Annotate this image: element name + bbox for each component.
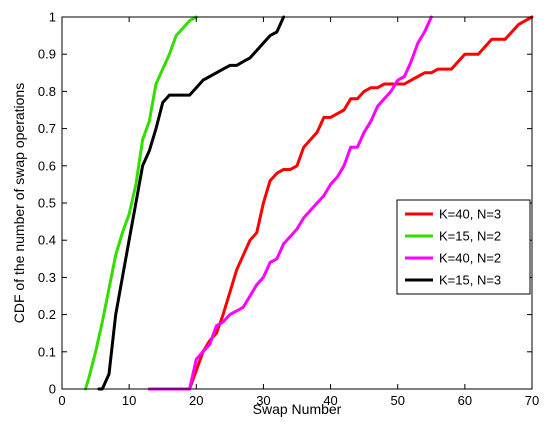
y-tick-label: 0.2 (38, 307, 56, 322)
legend-label: K=40, N=3 (439, 207, 501, 222)
x-tick-label: 50 (390, 393, 404, 408)
x-tick-label: 20 (189, 393, 203, 408)
x-tick-label: 60 (458, 393, 472, 408)
y-tick-label: 0.5 (38, 196, 56, 211)
series-line-2 (84, 15, 198, 391)
x-tick-label: 70 (525, 393, 539, 408)
y-tick-label: 0.7 (38, 121, 56, 136)
y-tick-label: 1 (49, 10, 56, 25)
legend-box (396, 199, 531, 295)
series-line-4 (97, 15, 286, 391)
series-line-1 (188, 15, 534, 391)
y-tick-label: 0.6 (38, 158, 56, 173)
y-tick-label: 0.9 (38, 47, 56, 62)
legend-label: K=40, N=2 (439, 251, 501, 266)
y-tick-label: 0.8 (38, 84, 56, 99)
x-tick-label: 0 (58, 393, 65, 408)
legend-label: K=15, N=2 (439, 229, 501, 244)
x-tick-label: 30 (256, 393, 270, 408)
x-axis-label: Swap Number (253, 401, 342, 417)
series-layer (84, 15, 534, 391)
y-tick-label: 0 (49, 382, 56, 397)
series-line-3 (147, 15, 433, 391)
legend: K=40, N=3 K=15, N=2 K=40, N=2 K=15, N=3 (396, 199, 531, 295)
y-axis-label: CDF of the number of swap operations (11, 83, 27, 323)
y-tick-label: 0.3 (38, 270, 56, 285)
y-tick-label: 0.4 (38, 233, 56, 248)
y-tick-label: 0.1 (38, 344, 56, 359)
ticks-layer: 0 10 20 30 40 50 60 70 0 0.1 0.2 0.3 0.4 0.5 0.6 0.7 0.8… (38, 10, 539, 409)
x-tick-label: 10 (122, 393, 136, 408)
legend-label: K=15, N=3 (439, 273, 501, 288)
x-tick-label: 40 (323, 393, 337, 408)
